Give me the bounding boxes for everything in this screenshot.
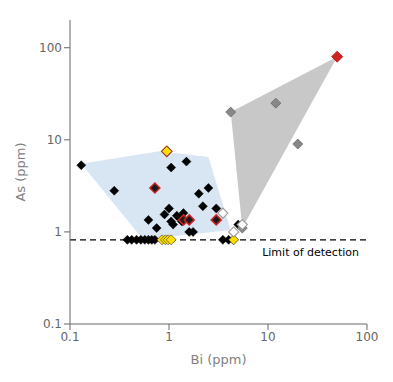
svg-text:10: 10 bbox=[47, 133, 62, 147]
svg-text:0.1: 0.1 bbox=[43, 317, 62, 331]
svg-text:10: 10 bbox=[260, 330, 275, 344]
svg-text:1: 1 bbox=[54, 225, 62, 239]
svg-text:1: 1 bbox=[165, 330, 173, 344]
svg-text:Limit of detection: Limit of detection bbox=[262, 246, 359, 259]
svg-text:Bi (ppm): Bi (ppm) bbox=[191, 352, 247, 367]
svg-text:100: 100 bbox=[39, 41, 62, 55]
svg-text:0.1: 0.1 bbox=[60, 330, 79, 344]
svg-text:As (ppm): As (ppm) bbox=[13, 142, 28, 201]
svg-text:100: 100 bbox=[356, 330, 379, 344]
